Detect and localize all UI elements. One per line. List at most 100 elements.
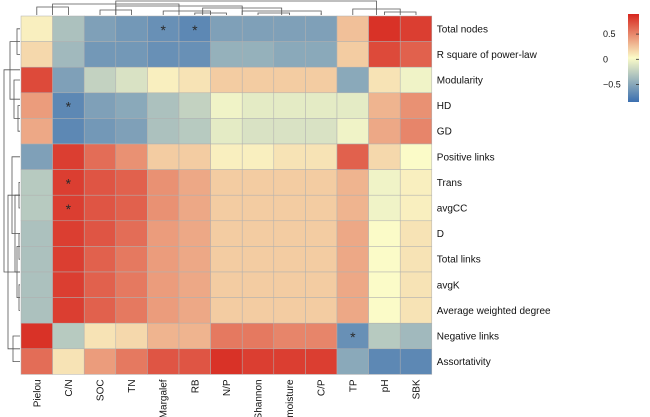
column-label: RB (190, 379, 201, 393)
heatmap-cell (305, 271, 338, 298)
column-label: moisture (285, 379, 296, 417)
row-label: D (437, 229, 444, 240)
heatmap-cell (115, 322, 148, 350)
heatmap-cell (52, 322, 85, 350)
heatmap-cell (52, 41, 85, 68)
heatmap-cell (115, 169, 148, 196)
heatmap-cell (336, 194, 369, 222)
heatmap-cell (20, 271, 53, 298)
heatmap-cell (115, 297, 148, 324)
heatmap-cell (178, 66, 211, 94)
heatmap-cell (399, 194, 433, 222)
heatmap-cell (210, 118, 243, 145)
heatmap-cell (20, 66, 53, 94)
column-label: Pielou (32, 379, 43, 407)
heatmap-cell (147, 66, 180, 94)
significance-star: * (160, 22, 166, 38)
significance-marks: * * * * * * (66, 22, 356, 345)
row-label: Average weighted degree (437, 306, 551, 317)
significance-star: * (66, 175, 72, 191)
heatmap-cell (20, 220, 53, 247)
heatmap-cell (399, 348, 433, 375)
heatmap-cell (147, 169, 180, 196)
heatmap-cell (399, 118, 433, 145)
heatmap-cell (115, 15, 148, 42)
heatmap-cell (241, 118, 275, 145)
row-label: Assortativity (437, 357, 491, 368)
heatmap-cell (178, 92, 211, 119)
heatmap-cell (241, 322, 275, 350)
heatmap-cell (273, 92, 306, 119)
row-dendrogram-branch (9, 41, 20, 100)
row-dendrogram (3, 28, 20, 362)
heatmap-cell (115, 143, 148, 170)
heatmap-cell (336, 322, 369, 350)
column-dendrogram-branch (115, 0, 377, 15)
heatmap-cell (241, 143, 275, 170)
heatmap-cell (115, 66, 148, 94)
heatmap-cell (368, 15, 401, 42)
row-label: avgCC (437, 204, 468, 215)
heatmap-cell (20, 322, 53, 350)
heatmap-cell (178, 220, 211, 247)
heatmap-cell (273, 194, 306, 222)
heatmap-cell (178, 271, 211, 298)
heatmap-cell (210, 348, 243, 375)
heatmap-cell (305, 246, 338, 273)
heatmap-cell (241, 194, 275, 222)
column-label: Margalef (159, 379, 170, 417)
heatmap-cell (210, 169, 243, 196)
heatmap-cell (241, 66, 275, 94)
heatmap-cell (273, 322, 306, 350)
row-label: avgK (437, 280, 460, 291)
heatmap-cell (305, 322, 338, 350)
heatmap-cell (305, 41, 338, 68)
heatmap-cell (305, 118, 338, 145)
heatmap-cell (115, 92, 148, 119)
heatmap-cell (52, 15, 85, 42)
heatmap-cell (210, 92, 243, 119)
row-label: HD (437, 101, 451, 112)
row-label: Modularity (437, 76, 483, 87)
heatmap-cell (273, 220, 306, 247)
heatmap-cell (115, 194, 148, 222)
heatmap-cell (336, 143, 369, 170)
heatmap-cell (83, 169, 117, 196)
heatmap-cell (20, 92, 53, 119)
heatmap-cell (52, 143, 85, 170)
heatmap-cell (83, 246, 117, 273)
color-legend: 0.5 0 −0.5 (603, 14, 639, 102)
heatmap-cell (210, 15, 243, 42)
heatmap-cell (368, 246, 401, 273)
column-label: C/N (64, 379, 75, 396)
heatmap-cell (20, 246, 53, 273)
heatmap-cell (368, 41, 401, 68)
heatmap-cell (178, 143, 211, 170)
heatmap-cell (178, 194, 211, 222)
column-label: C/P (317, 379, 328, 396)
heatmap-cell (399, 322, 433, 350)
column-label: pH (380, 379, 391, 392)
heatmap-cell (305, 15, 338, 42)
heatmap-cells (20, 15, 433, 375)
heatmap-cell (147, 220, 180, 247)
heatmap-cell (241, 246, 275, 273)
heatmap-cell (20, 348, 53, 375)
column-dendrogram (36, 0, 417, 15)
column-label: N/P (222, 379, 233, 396)
legend-ticks: 0.5 0 −0.5 (603, 29, 639, 89)
heatmap-cell (399, 271, 433, 298)
heatmap-cell (210, 143, 243, 170)
column-dendrogram-branch (257, 12, 290, 15)
heatmap-cell (241, 169, 275, 196)
heatmap-cell (368, 169, 401, 196)
heatmap-cell (336, 246, 369, 273)
significance-star: * (192, 22, 198, 38)
column-label: TP (348, 379, 359, 392)
row-label: Negative links (437, 332, 499, 343)
heatmap-cell (336, 41, 369, 68)
heatmap-cell (52, 297, 85, 324)
heatmap-cell (399, 169, 433, 196)
heatmap-cell (20, 15, 53, 42)
heatmap-cell (273, 297, 306, 324)
